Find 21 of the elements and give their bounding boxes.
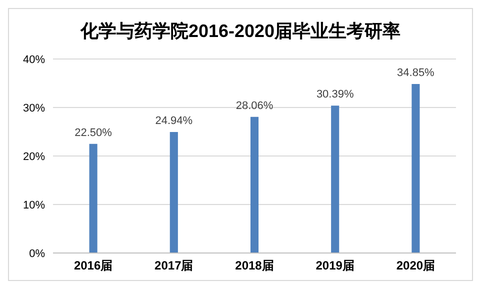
x-tick-label: 2020届 bbox=[396, 258, 436, 273]
x-tick-label: 2019届 bbox=[316, 258, 354, 273]
chart-title: 化学与药学院2016-2020届毕业生考研率 bbox=[79, 20, 402, 43]
x-tick-label: 2017届 bbox=[154, 258, 194, 273]
bar bbox=[331, 106, 340, 253]
data-label: 28.06% bbox=[236, 100, 274, 112]
y-tick-label: 40% bbox=[22, 54, 46, 66]
data-label: 24.94% bbox=[155, 115, 193, 128]
data-label: 30.39% bbox=[316, 88, 354, 101]
bar bbox=[170, 132, 178, 253]
bar bbox=[412, 84, 420, 253]
y-tick-label: 20% bbox=[22, 150, 46, 163]
y-tick-label: 10% bbox=[22, 199, 46, 212]
y-tick-label: 0% bbox=[29, 248, 46, 260]
data-label: 22.50% bbox=[74, 126, 112, 139]
data-label: 34.85% bbox=[397, 66, 435, 79]
bar bbox=[250, 116, 259, 253]
x-tick-label: 2016届 bbox=[74, 258, 113, 273]
y-tick-label: 30% bbox=[22, 102, 46, 114]
bar bbox=[89, 144, 98, 253]
x-tick-label: 2018届 bbox=[235, 258, 274, 273]
